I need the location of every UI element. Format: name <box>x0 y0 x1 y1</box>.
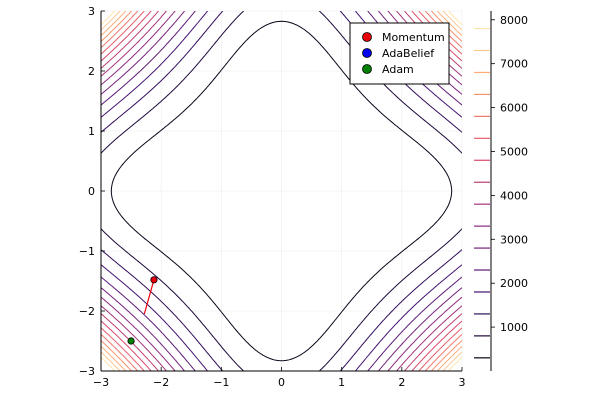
x-tick-label: −3 <box>93 376 109 389</box>
adam-point <box>127 337 135 345</box>
y-tick-label: −1 <box>79 245 95 258</box>
colorbar-tick-label: 6000 <box>500 102 528 115</box>
contour-line <box>101 11 462 371</box>
x-tick-label: 2 <box>398 376 405 389</box>
y-tick-label: 2 <box>88 65 95 78</box>
contour-line <box>101 11 462 371</box>
adam-legend-label: Adam <box>382 63 414 76</box>
momentum-legend-label: Momentum <box>382 31 445 44</box>
series-layer <box>127 276 158 345</box>
x-tick-label: 1 <box>338 376 345 389</box>
colorbar-tick-label: 8000 <box>500 14 528 27</box>
colorbar-tick-label: 3000 <box>500 233 528 246</box>
colorbar-tick-label: 2000 <box>500 277 528 290</box>
y-tick-label: 3 <box>88 5 95 18</box>
contour-line <box>110 20 453 362</box>
x-tick-label: −1 <box>213 376 229 389</box>
contour-lines <box>101 11 462 371</box>
adam-legend-marker <box>362 64 372 74</box>
y-tick-label: 0 <box>88 185 95 198</box>
y-tick-label: 1 <box>88 125 95 138</box>
momentum-point <box>150 276 158 284</box>
legend: Momentum AdaBelief Adam <box>349 22 450 85</box>
colorbar-tick-label: 5000 <box>500 145 528 158</box>
axes: −3 −2 −1 0 1 2 3 −3 −2 −1 0 1 2 3 <box>79 5 466 389</box>
y-tick-label: −2 <box>79 305 95 318</box>
contour-line <box>101 11 462 371</box>
adabelief-legend-label: AdaBelief <box>382 47 435 60</box>
colorbar-tick-label: 4000 <box>500 189 528 202</box>
y-tick-label: −3 <box>79 365 95 378</box>
x-tick-label: 3 <box>459 376 466 389</box>
colorbar-tick-label: 1000 <box>500 321 528 334</box>
colorbar: 1000 2000 3000 4000 5000 6000 7000 8000 <box>474 11 528 371</box>
x-tick-label: 0 <box>278 376 285 389</box>
adabelief-legend-marker <box>362 48 372 58</box>
contour-line <box>101 11 462 371</box>
contour-line <box>101 11 462 371</box>
colorbar-tick-label: 7000 <box>500 58 528 71</box>
x-tick-label: −2 <box>153 376 169 389</box>
momentum-path <box>143 279 155 315</box>
contour-line <box>101 11 462 371</box>
momentum-legend-marker <box>362 32 372 42</box>
